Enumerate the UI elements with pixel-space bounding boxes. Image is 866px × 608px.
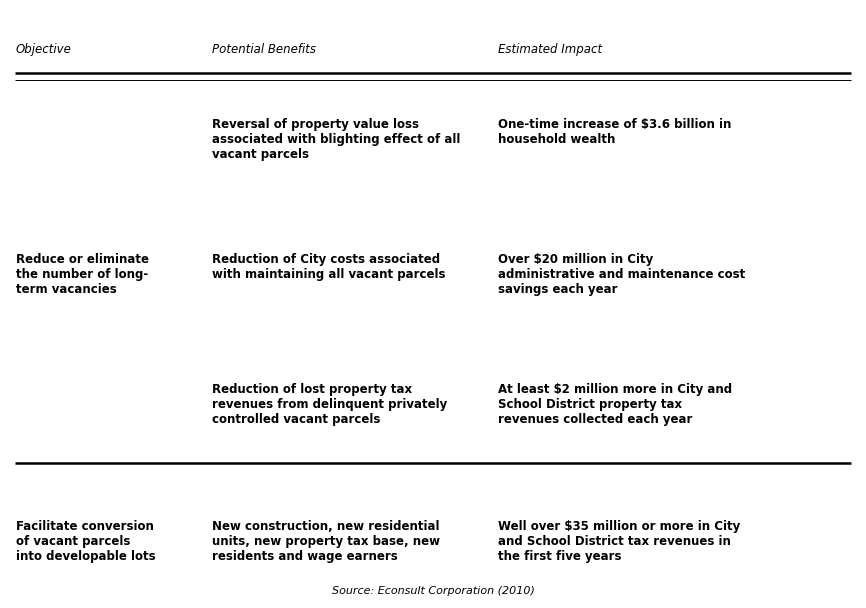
Text: Source: Econsult Corporation (2010): Source: Econsult Corporation (2010) [332, 586, 534, 596]
Text: Reduction of lost property tax
revenues from delinquent privately
controlled vac: Reduction of lost property tax revenues … [212, 383, 448, 426]
Text: Well over $35 million or more in City
and School District tax revenues in
the fi: Well over $35 million or more in City an… [498, 520, 740, 563]
Text: Reduction of City costs associated
with maintaining all vacant parcels: Reduction of City costs associated with … [212, 253, 446, 281]
Text: Objective: Objective [16, 43, 72, 56]
Text: At least $2 million more in City and
School District property tax
revenues colle: At least $2 million more in City and Sch… [498, 383, 732, 426]
Text: Reduce or eliminate
the number of long-
term vacancies: Reduce or eliminate the number of long- … [16, 253, 149, 296]
Text: New construction, new residential
units, new property tax base, new
residents an: New construction, new residential units,… [212, 520, 440, 563]
Text: Estimated Impact: Estimated Impact [498, 43, 602, 56]
Text: One-time increase of $3.6 billion in
household wealth: One-time increase of $3.6 billion in hou… [498, 118, 731, 146]
Text: Reversal of property value loss
associated with blighting effect of all
vacant p: Reversal of property value loss associat… [212, 118, 461, 161]
Text: Potential Benefits: Potential Benefits [212, 43, 316, 56]
Text: Facilitate conversion
of vacant parcels
into developable lots: Facilitate conversion of vacant parcels … [16, 520, 155, 563]
Text: Over $20 million in City
administrative and maintenance cost
savings each year: Over $20 million in City administrative … [498, 253, 746, 296]
